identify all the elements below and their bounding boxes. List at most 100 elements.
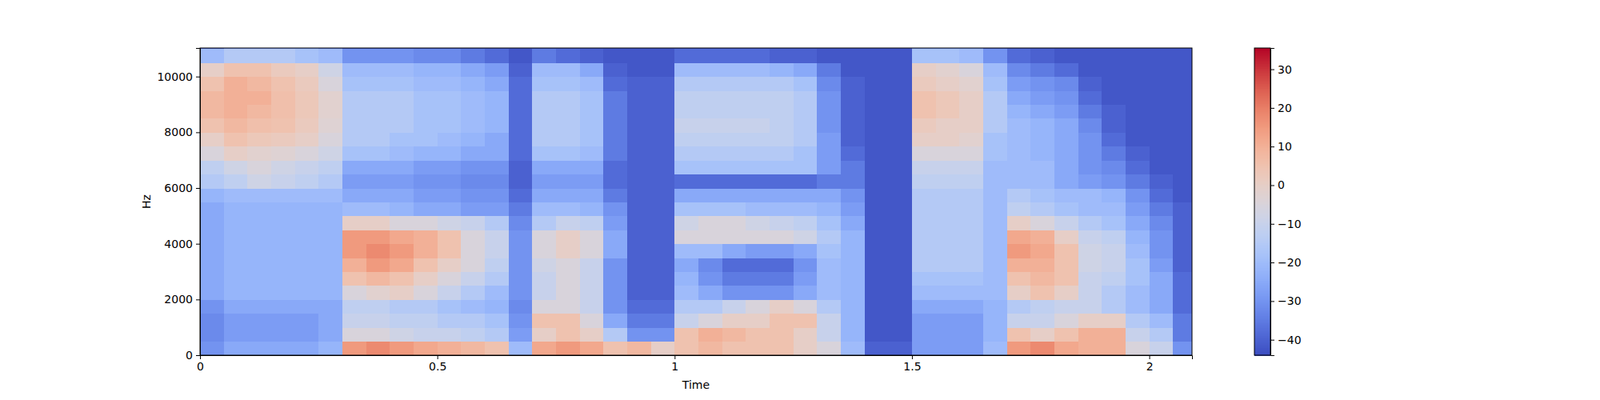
cell — [200, 229, 224, 244]
cell — [1101, 327, 1126, 342]
cell — [651, 216, 676, 231]
cell — [1125, 201, 1150, 216]
cell — [698, 160, 723, 175]
cell — [366, 146, 391, 161]
cell — [888, 104, 912, 120]
cell — [460, 201, 485, 216]
cell — [840, 229, 865, 244]
cell — [247, 76, 272, 92]
cell — [627, 132, 652, 147]
cell — [745, 285, 770, 300]
cell — [840, 174, 865, 189]
cell — [271, 272, 296, 287]
cell — [793, 62, 818, 77]
cell — [674, 48, 699, 64]
cell — [1172, 118, 1192, 133]
cell — [318, 90, 343, 105]
cell — [295, 160, 320, 175]
cell — [247, 327, 272, 342]
cell — [1172, 62, 1192, 77]
cell — [532, 90, 556, 105]
cell — [200, 201, 224, 216]
cell — [437, 188, 462, 203]
y-axis: 0200040006000800010000 — [156, 48, 200, 362]
cell — [413, 174, 438, 189]
cell — [318, 132, 343, 147]
cell — [247, 257, 272, 272]
cell — [674, 257, 699, 272]
cell — [627, 341, 652, 356]
cell — [1030, 188, 1055, 203]
cell — [651, 62, 676, 77]
cell — [1054, 188, 1079, 203]
cell — [722, 146, 747, 161]
cell — [1149, 201, 1174, 216]
cell — [580, 216, 604, 231]
cell — [1054, 229, 1079, 244]
cell — [1030, 132, 1055, 147]
y-axis-title: Hz — [140, 194, 153, 209]
cell — [437, 118, 462, 133]
tick-mark — [1270, 340, 1275, 341]
cell — [936, 341, 960, 356]
cell — [983, 285, 1008, 300]
cell — [816, 76, 841, 92]
cell — [224, 76, 248, 92]
tick-label: 10 — [1277, 140, 1292, 153]
cell — [1078, 146, 1103, 161]
cell — [342, 327, 367, 342]
cell — [484, 132, 509, 147]
cell — [888, 327, 912, 342]
cell — [627, 216, 652, 231]
cell — [389, 285, 414, 300]
cell — [484, 104, 509, 120]
cell — [437, 90, 462, 105]
cell — [1030, 244, 1055, 259]
cell — [627, 160, 652, 175]
tick: −10 — [1270, 217, 1302, 231]
cell — [295, 118, 320, 133]
cell — [651, 188, 676, 203]
cell — [271, 132, 296, 147]
cell — [1172, 90, 1192, 105]
cell — [413, 201, 438, 216]
cell — [912, 229, 936, 244]
cell — [508, 76, 533, 92]
cell — [247, 62, 272, 77]
cell — [318, 160, 343, 175]
cell — [1054, 118, 1079, 133]
cell — [840, 327, 865, 342]
cell — [793, 160, 818, 175]
cell — [840, 201, 865, 216]
cell — [247, 174, 272, 189]
tick-mark — [1270, 262, 1275, 264]
cell — [224, 201, 248, 216]
tick: −30 — [1270, 294, 1302, 308]
cell — [271, 229, 296, 244]
cell — [627, 327, 652, 342]
cell — [1172, 313, 1192, 328]
cell — [651, 174, 676, 189]
cell — [532, 174, 556, 189]
cell — [888, 299, 912, 314]
cell — [1007, 104, 1032, 120]
cell — [271, 90, 296, 105]
cell — [936, 146, 960, 161]
cell — [936, 229, 960, 244]
cell — [722, 48, 747, 64]
cell — [580, 341, 604, 356]
cell — [1030, 174, 1055, 189]
cell — [342, 244, 367, 259]
cell — [580, 229, 604, 244]
cell — [1030, 229, 1055, 244]
cell — [247, 313, 272, 328]
cell — [1078, 160, 1103, 175]
tick-mark — [1270, 69, 1275, 71]
cell — [437, 216, 462, 231]
cell — [603, 174, 628, 189]
cell — [1149, 299, 1174, 314]
cell — [816, 90, 841, 105]
cell — [437, 174, 462, 189]
cell — [366, 132, 391, 147]
cell — [1030, 160, 1055, 175]
